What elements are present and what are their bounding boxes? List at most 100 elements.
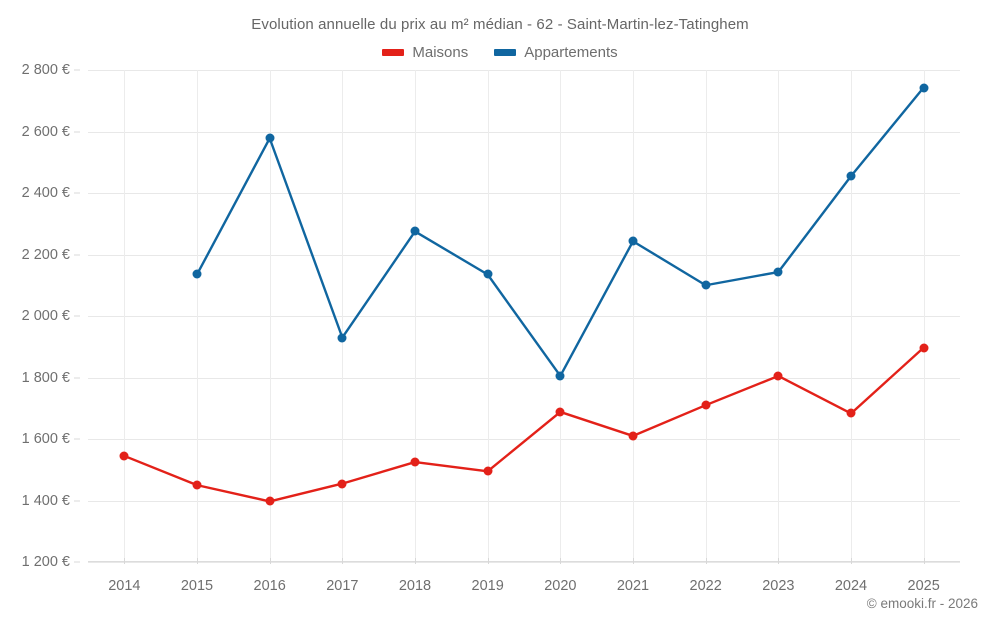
y-axis-tick-mark <box>74 192 80 194</box>
grid-line-horizontal <box>88 193 960 194</box>
x-axis-tick-label: 2022 <box>689 578 722 594</box>
x-axis: 2014 2015 2016 2017 2018 2019 2020 2021 2022 2023… <box>88 558 960 594</box>
grid-line-vertical <box>705 70 707 562</box>
x-axis-tick-label: 2018 <box>398 578 432 594</box>
chart-title: Evolution annuelle du prix au m² médian … <box>251 16 749 33</box>
grid-line-horizontal <box>88 254 960 256</box>
data-point[interactable] <box>919 83 929 93</box>
y-axis-tick-label: 2 400 € <box>21 185 70 201</box>
x-axis-tick-label: 2015 <box>180 578 214 594</box>
y-axis: 1 200 € 1 400 € 1 600 € 1 800 € 2 000 € 2 200… <box>0 62 80 570</box>
grid-line-vertical <box>415 70 416 562</box>
y-axis-tick-label: 1 200 € <box>21 554 70 570</box>
data-point[interactable] <box>265 133 275 143</box>
grid-line-horizontal <box>88 500 960 502</box>
x-axis-tick-mark <box>269 558 271 564</box>
data-point[interactable] <box>628 431 638 441</box>
y-axis-tick-label: 2 200 € <box>21 246 70 263</box>
y-axis-tick-mark <box>74 131 80 132</box>
data-point[interactable] <box>337 333 347 343</box>
data-point[interactable] <box>701 280 711 290</box>
x-axis-tick-label: 2023 <box>762 578 795 594</box>
grid-line-vertical <box>197 70 198 562</box>
data-point[interactable] <box>483 466 493 476</box>
data-point[interactable] <box>410 226 420 236</box>
data-point[interactable] <box>483 269 493 279</box>
y-axis-tick-mark <box>74 69 80 71</box>
x-axis-tick-mark <box>923 558 925 564</box>
legend-label-appartements: Appartements <box>524 44 618 61</box>
y-axis-tick-mark <box>74 315 80 317</box>
grid-line-vertical <box>633 70 634 562</box>
x-axis-tick-label: 2019 <box>471 578 504 594</box>
data-point[interactable] <box>555 407 565 417</box>
grid-line-vertical <box>342 70 344 562</box>
grid-line-horizontal <box>88 377 960 379</box>
x-axis-tick-label: 2016 <box>253 578 286 594</box>
y-axis-tick-label: 2 800 € <box>21 62 70 78</box>
legend-item-maisons[interactable]: Maisons <box>382 44 468 61</box>
plot-area <box>88 70 960 563</box>
y-axis-tick-mark <box>74 561 80 563</box>
data-point[interactable] <box>337 479 347 489</box>
data-point[interactable] <box>555 371 565 381</box>
grid-line-horizontal <box>88 439 960 440</box>
y-axis-tick-label: 2 000 € <box>21 308 70 324</box>
grid-line-vertical <box>269 70 271 562</box>
data-point[interactable] <box>919 343 929 353</box>
x-axis-tick-mark <box>851 558 852 564</box>
data-point[interactable] <box>628 236 638 246</box>
grid-line-vertical <box>923 70 925 562</box>
y-axis-tick-mark <box>74 254 80 255</box>
x-axis-tick-label: 2014 <box>108 578 141 594</box>
x-axis-tick-mark <box>415 558 416 564</box>
data-point[interactable] <box>192 269 202 279</box>
grid-line-vertical <box>851 70 852 562</box>
series-line-maisons <box>123 346 925 503</box>
x-axis-tick-mark <box>342 558 344 564</box>
y-axis-tick-label: 2 600 € <box>21 123 70 140</box>
x-axis-tick-mark <box>705 558 707 564</box>
y-axis-tick-label: 1 600 € <box>21 431 70 447</box>
grid-line-vertical <box>487 70 489 562</box>
series-lines <box>123 86 925 503</box>
x-axis-tick-mark <box>487 558 489 564</box>
grid-line-horizontal <box>88 562 960 563</box>
x-axis-tick-label: 2025 <box>907 578 940 594</box>
grid-line-horizontal <box>88 131 960 133</box>
x-axis-tick-label: 2021 <box>616 578 650 594</box>
series-line-appartements <box>195 86 925 378</box>
y-axis-tick-label: 1 400 € <box>21 492 70 509</box>
data-point[interactable] <box>410 457 420 467</box>
data-point[interactable] <box>846 408 856 418</box>
y-axis-tick-mark <box>74 377 80 378</box>
x-axis-tick-mark <box>197 558 198 564</box>
legend-swatch-appartements <box>494 49 517 56</box>
x-axis-tick-mark <box>124 558 126 564</box>
x-axis-tick-label: 2020 <box>544 578 577 594</box>
x-axis-line <box>88 561 960 562</box>
y-axis-tick-mark <box>74 438 80 440</box>
legend-label-maisons: Maisons <box>412 44 469 61</box>
data-point[interactable] <box>119 451 129 461</box>
grid-line-vertical <box>124 70 126 562</box>
grid-line-vertical <box>560 70 562 562</box>
data-point[interactable] <box>192 480 202 490</box>
grid-line-horizontal <box>88 70 960 71</box>
chart-legend: Maisons Appartements <box>0 44 1000 61</box>
x-axis-tick-label: 2024 <box>834 578 868 594</box>
data-point[interactable] <box>265 496 275 506</box>
data-point[interactable] <box>846 171 856 181</box>
data-point[interactable] <box>773 267 783 277</box>
y-axis-tick-label: 1 800 € <box>21 369 70 386</box>
x-axis-tick-mark <box>778 558 780 564</box>
x-axis-tick-label: 2017 <box>326 578 359 594</box>
footer-credit: © emooki.fr - 2026 <box>866 596 978 611</box>
x-axis-tick-mark <box>633 558 634 564</box>
data-point[interactable] <box>701 400 711 410</box>
data-point[interactable] <box>773 371 783 381</box>
legend-item-appartements[interactable]: Appartements <box>494 44 618 61</box>
x-axis-tick-mark <box>560 558 562 564</box>
grid-line-horizontal <box>88 316 960 317</box>
y-axis-tick-mark <box>74 500 80 501</box>
